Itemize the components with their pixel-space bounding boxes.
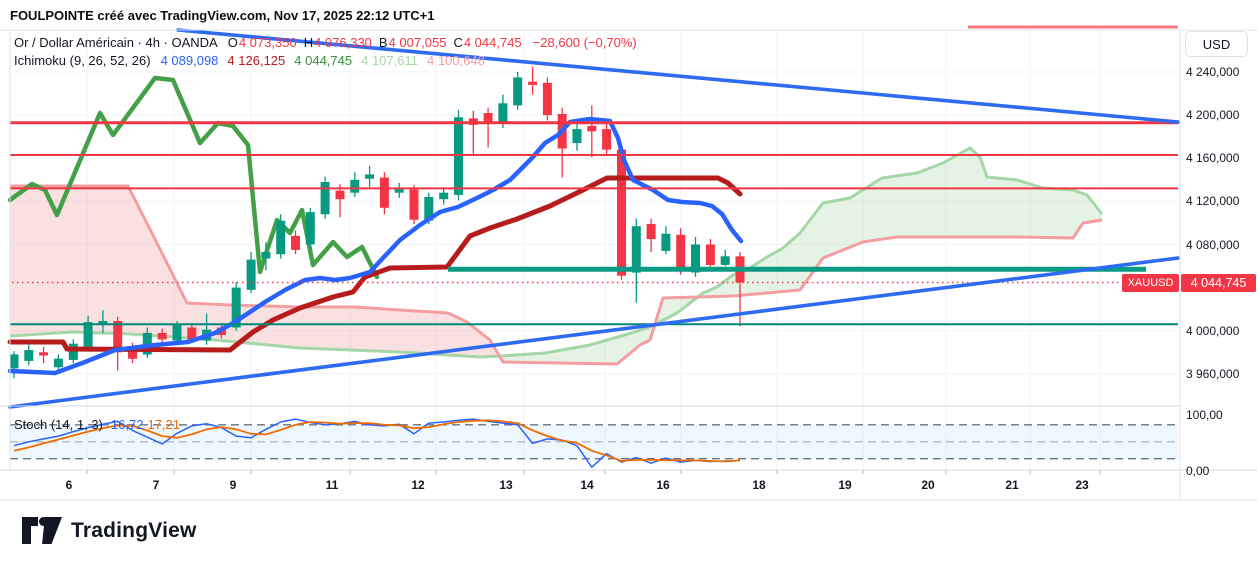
ohlc-letter: B xyxy=(378,35,388,50)
price-axis-label: 4 080,000 xyxy=(1186,237,1240,252)
ohlc-value: 4 007,055 xyxy=(388,35,447,50)
change-value: −28,600 (−0,70%) xyxy=(532,35,637,50)
time-axis-label: 16 xyxy=(656,478,670,492)
price-axis-label: 4 160,000 xyxy=(1186,151,1240,166)
time-axis-label: 9 xyxy=(229,478,237,492)
ichimoku-label: Ichimoku (9, 26, 52, 26) xyxy=(14,53,151,68)
tradingview-logo-text: TradingView xyxy=(71,518,197,542)
time-axis-label: 13 xyxy=(499,478,513,492)
symbol-legend-row[interactable]: Or / Dollar Américain · 4h · OANDA O4 073… xyxy=(14,35,641,50)
time-axis-label: 19 xyxy=(838,478,852,492)
ohlc-letter: H xyxy=(303,35,314,50)
ohlc-value: 4 076,330 xyxy=(314,35,372,50)
ichimoku-values: 4 089,098 4 126,125 4 044,745 4 107,611 4 10… xyxy=(161,53,494,68)
price-axis-label: 4 240,000 xyxy=(1186,65,1240,79)
currency-button[interactable]: USD xyxy=(1185,31,1248,57)
symbol-title: Or / Dollar Américain · 4h · OANDA xyxy=(14,35,218,50)
ichimoku-value: 4 044,745 xyxy=(294,53,353,68)
ohlc-letter: C xyxy=(453,35,463,50)
tradingview-logo-icon xyxy=(22,517,62,544)
stoch-axis-label: 0,00 xyxy=(1186,464,1210,478)
time-axis-label: 14 xyxy=(580,478,594,492)
ohlc-values: O4 073,350 H4 076,330 B4 007,055 C4 044,745 xyxy=(228,35,529,50)
time-axis-label: 18 xyxy=(752,478,766,492)
time-axis-label: 11 xyxy=(325,478,339,492)
ichimoku-value: 4 100,648 xyxy=(426,53,485,68)
time-axis-label: 12 xyxy=(411,478,425,492)
ichimoku-value: 4 126,125 xyxy=(227,53,286,68)
stoch-k-value: 16,72 xyxy=(110,417,144,432)
stoch-label: Stoch (14, 1, 3) xyxy=(14,417,103,432)
ohlc-letter: O xyxy=(227,35,238,50)
ichimoku-value: 4 089,098 xyxy=(160,53,219,68)
header-attribution: FOULPOINTE créé avec TradingView.com, No… xyxy=(10,8,435,23)
time-axis-label: 7 xyxy=(152,478,160,492)
price-axis-label: 4 200,000 xyxy=(1186,108,1240,123)
price-axis-label: 4 120,000 xyxy=(1186,194,1240,209)
time-axis-label: 20 xyxy=(921,478,935,492)
stoch-axis-label: 100,00 xyxy=(1186,407,1223,422)
price-axis-label: 4 000,000 xyxy=(1186,323,1240,338)
tradingview-logo[interactable]: TradingView xyxy=(22,517,197,544)
ichimoku-value: 4 107,611 xyxy=(361,53,418,68)
last-price-symbol-badge: XAUUSD xyxy=(1122,274,1179,292)
ohlc-value: 4 073,350 xyxy=(238,35,297,50)
time-axis-label: 23 xyxy=(1075,478,1089,492)
time-axis-label: 21 xyxy=(1005,478,1019,492)
last-price-value-badge: 4 044,745 xyxy=(1181,274,1256,292)
stoch-legend-row[interactable]: Stoch (14, 1, 3) 16,72 17,21 xyxy=(14,417,184,432)
price-axis-label: 3 960,000 xyxy=(1186,366,1240,381)
stoch-d-value: 17,21 xyxy=(147,417,180,432)
ohlc-value: 4 044,745 xyxy=(463,35,522,50)
ichimoku-legend-row[interactable]: Ichimoku (9, 26, 52, 26) 4 089,098 4 126,1… xyxy=(14,53,498,68)
time-axis-label: 6 xyxy=(65,478,73,492)
